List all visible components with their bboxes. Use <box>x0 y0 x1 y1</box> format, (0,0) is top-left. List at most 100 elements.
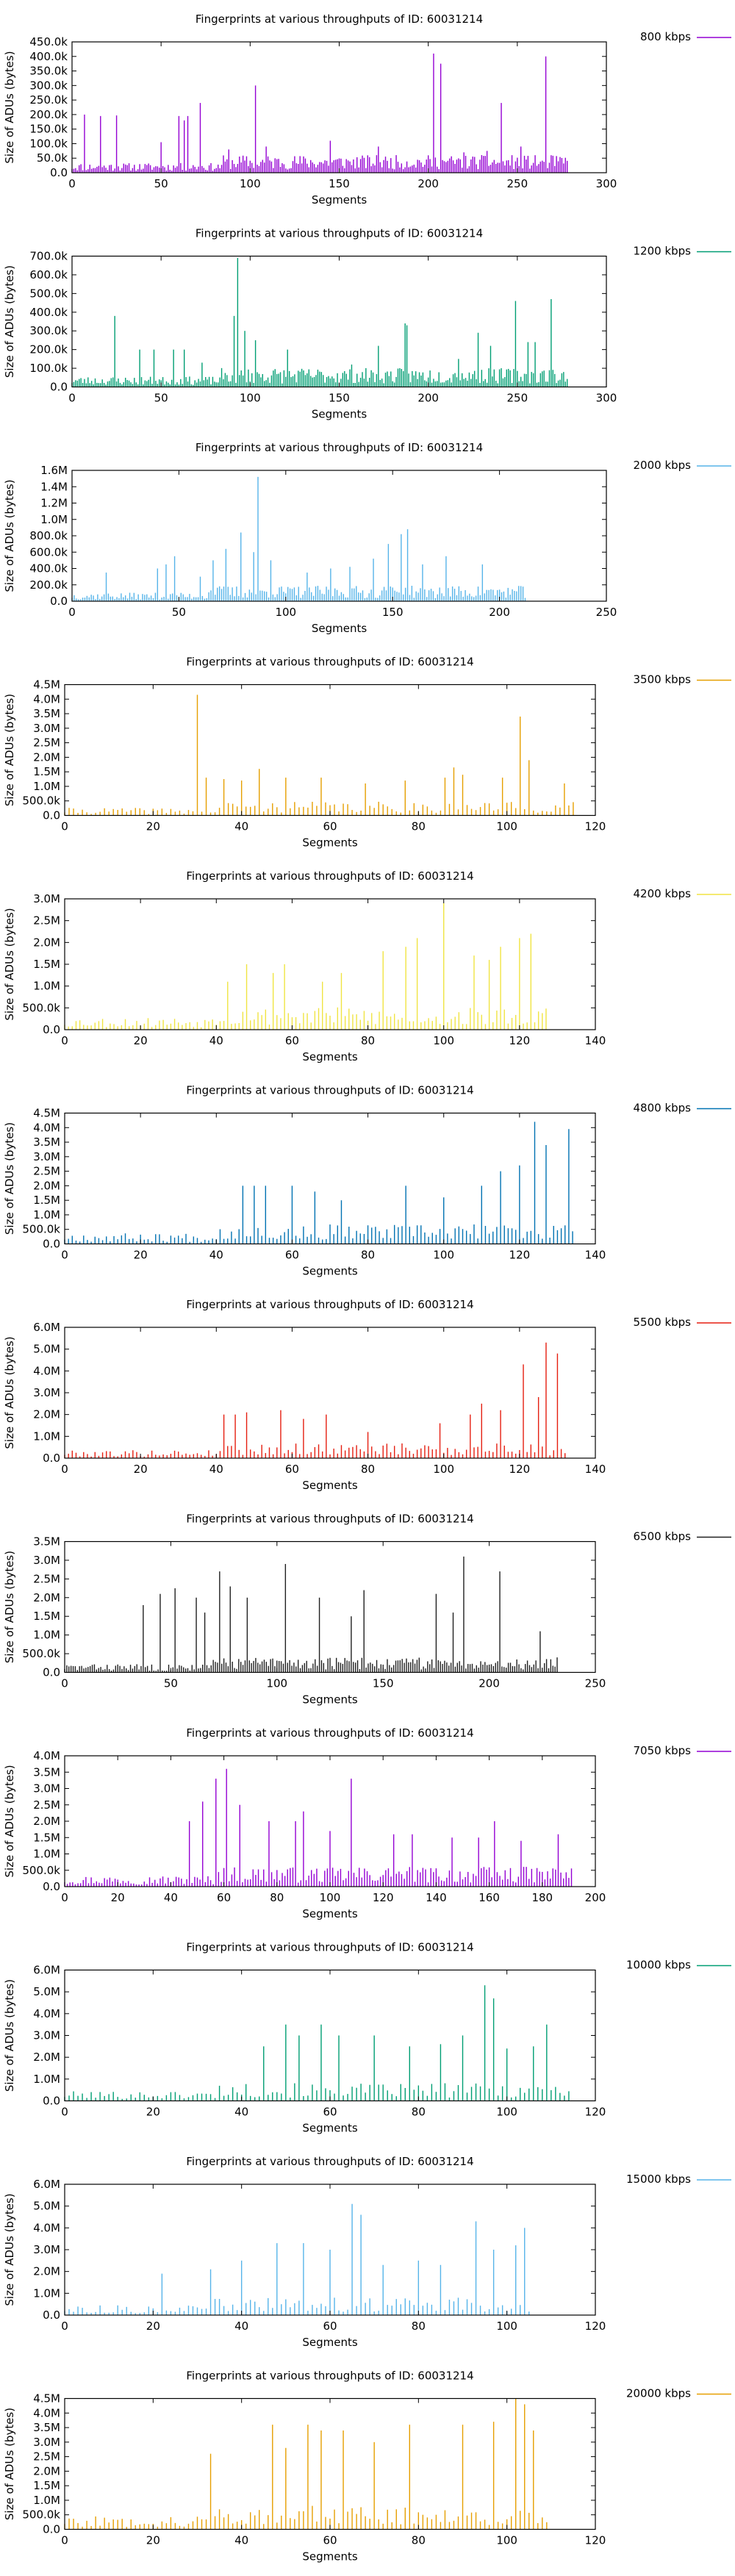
x-tick-label: 0 <box>61 2320 68 2333</box>
y-tick-label: 1.0M <box>33 780 60 793</box>
y-tick-label: 4.0M <box>33 2007 60 2020</box>
y-tick-label: 1.0M <box>33 980 60 993</box>
y-tick-label: 2.0M <box>33 1815 60 1828</box>
chart-title: Fingerprints at various throughputs of I… <box>196 227 483 240</box>
x-tick-label: 20 <box>134 1249 148 1262</box>
x-tick-label: 60 <box>217 1891 231 1904</box>
y-tick-label: 0.0 <box>43 2523 60 2536</box>
y-axis-label: Size of ADUs (bytes) <box>3 1336 16 1449</box>
y-tick-label: 0.0 <box>43 2095 60 2108</box>
y-tick-label: 3.0M <box>33 2436 60 2449</box>
x-tick-label: 80 <box>361 1249 375 1262</box>
x-tick-label: 40 <box>234 820 248 833</box>
y-tick-label: 3.5M <box>33 1535 60 1549</box>
y-tick-label: 1.0M <box>33 1848 60 1861</box>
y-tick-label: 600.0k <box>29 268 68 281</box>
chart-panel-10: Fingerprints at various throughputs of I… <box>3 1941 731 2135</box>
y-tick-label: 100.0k <box>29 362 68 375</box>
y-tick-label: 200.0k <box>29 108 68 121</box>
x-tick-label: 120 <box>585 2320 606 2333</box>
x-tick-label: 60 <box>285 1034 299 1047</box>
x-tick-label: 60 <box>323 2106 337 2119</box>
x-axis-label: Segments <box>302 1479 358 1492</box>
y-tick-label: 2.5M <box>33 1572 60 1585</box>
y-tick-label: 300.0k <box>29 324 68 337</box>
x-tick-label: 0 <box>68 606 76 619</box>
x-tick-label: 20 <box>111 1891 125 1904</box>
y-tick-label: 3.5M <box>33 1135 60 1149</box>
x-tick-label: 140 <box>585 1249 606 1262</box>
chart-title: Fingerprints at various throughputs of I… <box>186 1726 473 1740</box>
x-tick-label: 120 <box>585 2106 606 2119</box>
x-tick-label: 100 <box>433 1463 454 1476</box>
y-tick-label: 1.4M <box>40 480 68 493</box>
y-axis-label: Size of ADUs (bytes) <box>3 694 16 806</box>
x-tick-label: 160 <box>478 1891 500 1904</box>
x-axis-label: Segments <box>312 408 368 421</box>
y-tick-label: 1.0M <box>33 1629 60 1642</box>
chart-panel-5: Fingerprints at various throughputs of I… <box>3 869 731 1063</box>
x-tick-label: 200 <box>585 1891 606 1904</box>
y-tick-label: 500.0k <box>22 794 60 808</box>
y-tick-label: 1.2M <box>40 497 68 510</box>
x-tick-label: 200 <box>489 606 510 619</box>
x-tick-label: 150 <box>382 606 404 619</box>
y-tick-label: 3.0M <box>33 1386 60 1399</box>
y-tick-label: 0.0 <box>50 381 68 394</box>
x-tick-label: 50 <box>154 392 168 405</box>
y-tick-label: 3.5M <box>33 2421 60 2434</box>
bars-group <box>71 53 568 173</box>
x-tick-label: 40 <box>209 1249 223 1262</box>
y-tick-label: 4.0M <box>33 1364 60 1377</box>
x-tick-label: 80 <box>361 1463 375 1476</box>
y-tick-label: 2.0M <box>33 2265 60 2278</box>
y-tick-label: 3.0M <box>33 892 60 905</box>
chart-title: Fingerprints at various throughputs of I… <box>186 1941 473 1954</box>
chart-panel-4: Fingerprints at various throughputs of I… <box>3 656 731 850</box>
chart-title: Fingerprints at various throughputs of I… <box>186 1084 473 1097</box>
chart-title: Fingerprints at various throughputs of I… <box>186 2155 473 2168</box>
y-tick-label: 3.0M <box>33 2243 60 2256</box>
y-axis-label: Size of ADUs (bytes) <box>3 1765 16 1877</box>
y-tick-label: 5.0M <box>33 1985 60 1998</box>
y-tick-label: 2.5M <box>33 914 60 928</box>
x-tick-label: 200 <box>417 392 439 405</box>
y-axis-label: Size of ADUs (bytes) <box>3 479 16 592</box>
y-tick-label: 600.0k <box>29 545 68 559</box>
y-tick-label: 400.0k <box>29 562 68 575</box>
chart-title: Fingerprints at various throughputs of I… <box>186 869 473 883</box>
x-tick-label: 120 <box>509 1463 531 1476</box>
legend-label: 5500 kbps <box>634 1316 692 1329</box>
y-tick-label: 4.0M <box>33 1749 60 1762</box>
bars-group <box>71 476 526 601</box>
x-tick-label: 0 <box>61 1677 68 1690</box>
y-tick-label: 0.0 <box>43 1452 60 1465</box>
x-tick-label: 150 <box>373 1677 394 1690</box>
plot-frame <box>64 1112 596 1245</box>
x-tick-label: 0 <box>61 820 68 833</box>
chart-panel-8: Fingerprints at various throughputs of I… <box>3 1513 731 1707</box>
chart-panel-2: Fingerprints at various throughputs of I… <box>3 227 731 421</box>
y-tick-label: 1.5M <box>33 1610 60 1623</box>
x-tick-label: 120 <box>585 820 606 833</box>
x-axis-label: Segments <box>302 1050 358 1063</box>
x-tick-label: 100 <box>496 2106 517 2119</box>
x-tick-label: 100 <box>433 1034 454 1047</box>
bars-group <box>64 695 574 816</box>
y-tick-label: 4.0M <box>33 2221 60 2234</box>
x-tick-label: 100 <box>320 1891 341 1904</box>
y-tick-label: 2.0M <box>33 2051 60 2064</box>
y-tick-label: 200.0k <box>29 343 68 356</box>
y-tick-label: 1.0M <box>33 1429 60 1443</box>
y-tick-label: 400.0k <box>29 50 68 63</box>
y-tick-label: 100.0k <box>29 137 68 150</box>
x-tick-label: 100 <box>266 1677 287 1690</box>
legend-label: 6500 kbps <box>634 1530 692 1543</box>
legend-label: 4800 kbps <box>634 1102 692 1115</box>
x-tick-label: 0 <box>61 1463 68 1476</box>
x-tick-label: 40 <box>234 2320 248 2333</box>
legend-label: 2000 kbps <box>634 459 692 472</box>
x-tick-label: 100 <box>240 177 261 190</box>
y-tick-label: 2.0M <box>33 750 60 764</box>
chart-title: Fingerprints at various throughputs of I… <box>186 1513 473 1526</box>
